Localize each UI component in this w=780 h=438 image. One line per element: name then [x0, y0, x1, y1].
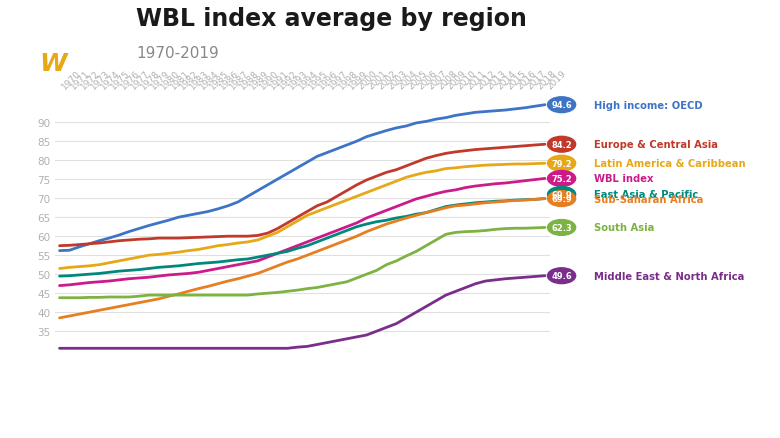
Text: 84.2: 84.2 [551, 141, 572, 149]
Text: 79.2: 79.2 [551, 159, 572, 168]
Text: 1970-2019: 1970-2019 [136, 46, 219, 61]
Text: WBL index average by region: WBL index average by region [136, 7, 527, 31]
Text: 69.9: 69.9 [551, 194, 572, 204]
Text: Latin America & Caribbean: Latin America & Caribbean [594, 159, 746, 169]
Text: 62.3: 62.3 [551, 223, 572, 233]
Text: LAW 2020: LAW 2020 [39, 41, 66, 46]
Text: High income: OECD: High income: OECD [594, 100, 703, 110]
Text: WBL index: WBL index [594, 174, 654, 184]
Text: 75.2: 75.2 [551, 174, 572, 184]
Text: BUSINESS: BUSINESS [39, 18, 66, 23]
Text: South Asia: South Asia [594, 223, 654, 233]
Text: WOMEN,: WOMEN, [41, 6, 65, 11]
Text: 49.6: 49.6 [551, 272, 572, 281]
Text: Middle East & North Africa: Middle East & North Africa [594, 271, 745, 281]
Text: AND THE: AND THE [41, 30, 65, 35]
Text: Europe & Central Asia: Europe & Central Asia [594, 140, 718, 150]
Text: 69.9: 69.9 [551, 191, 572, 199]
Text: W: W [39, 52, 66, 76]
Text: Sub-Saharan Africa: Sub-Saharan Africa [594, 194, 704, 204]
Text: 94.6: 94.6 [551, 101, 572, 110]
Text: East Asia & Pacific: East Asia & Pacific [594, 190, 699, 200]
